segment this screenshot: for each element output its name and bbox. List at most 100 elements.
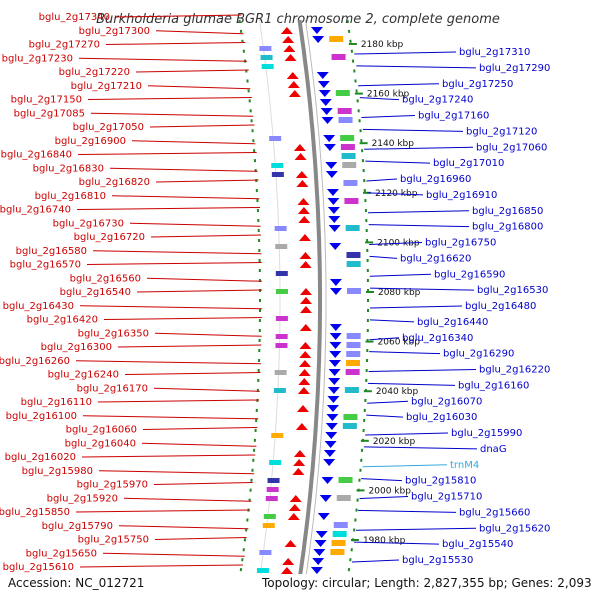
right-leader-line bbox=[369, 273, 432, 277]
reverse-gene-arrow bbox=[327, 396, 340, 403]
forward-feature-block bbox=[274, 370, 287, 375]
right-leader-line bbox=[368, 369, 477, 372]
forward-gene-arrow bbox=[294, 153, 307, 160]
left-leader-line bbox=[87, 97, 252, 100]
reverse-gene-arrow bbox=[312, 558, 325, 565]
forward-gene-arrow bbox=[297, 198, 310, 205]
forward-gene-arrow bbox=[299, 342, 312, 349]
reverse-gene-arrow bbox=[329, 351, 342, 358]
left-leader-line bbox=[82, 415, 259, 420]
left-gene-label: bglu_2g16170 bbox=[77, 383, 148, 394]
forward-gene-arrow bbox=[289, 495, 302, 502]
forward-feature-block bbox=[275, 271, 288, 276]
reverse-feature-block bbox=[329, 36, 344, 42]
right-leader-line bbox=[358, 83, 440, 87]
left-leader-line bbox=[109, 167, 258, 172]
left-leader-line bbox=[135, 69, 249, 73]
forward-feature-block bbox=[275, 316, 288, 321]
forward-feature-block bbox=[271, 172, 284, 177]
forward-gene-arrow bbox=[300, 297, 312, 304]
reverse-gene-arrow bbox=[326, 405, 339, 412]
left-leader-line bbox=[136, 289, 263, 293]
forward-feature-block bbox=[275, 244, 288, 249]
outer-dotted-ring bbox=[235, 19, 261, 600]
forward-feature-block bbox=[263, 514, 276, 519]
left-leader-line bbox=[155, 179, 259, 183]
forward-gene-arrow bbox=[287, 513, 300, 520]
feature-tracks bbox=[256, 27, 361, 574]
forward-feature-block bbox=[271, 163, 284, 168]
reverse-gene-arrow bbox=[310, 27, 323, 34]
forward-gene-arrow bbox=[297, 387, 310, 394]
left-gene-label: bglu_2g16350 bbox=[78, 328, 149, 339]
left-gene-label: bglu_2g16730 bbox=[53, 218, 124, 229]
reverse-gene-arrow bbox=[329, 243, 342, 250]
forward-gene-arrow bbox=[299, 324, 312, 331]
reverse-gene-arrow bbox=[321, 477, 334, 484]
right-leader-line bbox=[369, 351, 441, 355]
left-gene-label: bglu_2g17300 bbox=[79, 26, 150, 37]
scale-label: 2000 kbp bbox=[369, 486, 412, 496]
forward-gene-arrow bbox=[296, 180, 309, 187]
right-gene-label: bglu_2g16590 bbox=[434, 269, 505, 280]
reverse-feature-block bbox=[330, 549, 345, 555]
forward-feature-block bbox=[275, 334, 288, 339]
left-leader-line bbox=[97, 399, 260, 403]
reverse-feature-block bbox=[338, 477, 353, 483]
reverse-feature-block bbox=[346, 333, 361, 339]
right-leader-line bbox=[367, 192, 424, 196]
right-leader-line bbox=[354, 541, 440, 545]
right-gene-label: bglu_2g15540 bbox=[442, 539, 513, 550]
left-gene-label: bglu_2g16430 bbox=[3, 301, 74, 312]
right-leader-line bbox=[367, 400, 409, 404]
forward-gene-arrow bbox=[284, 54, 297, 61]
forward-gene-arrow bbox=[298, 378, 311, 385]
reverse-feature-block bbox=[346, 342, 361, 348]
left-gene-label: bglu_2g16420 bbox=[27, 315, 98, 326]
reverse-gene-arrow bbox=[329, 288, 342, 295]
left-leader-line bbox=[129, 222, 261, 227]
forward-gene-arrow bbox=[295, 423, 308, 430]
left-leader-line bbox=[150, 234, 262, 238]
gene-labels: bglu_2g17340 bglu_2g17300 bglu_2g17270bglu… bbox=[0, 12, 550, 573]
left-leader-line bbox=[103, 317, 262, 320]
right-gene-label: bglu_2g16850 bbox=[472, 206, 543, 217]
label-leader-lines bbox=[75, 14, 478, 568]
left-gene-label: bglu_2g15980 bbox=[22, 466, 93, 477]
left-gene-label: bglu_2g16240 bbox=[48, 370, 119, 381]
reverse-feature-block bbox=[340, 144, 355, 150]
left-gene-label: bglu_2g16540 bbox=[60, 287, 131, 298]
reverse-gene-arrow bbox=[325, 171, 338, 178]
reverse-feature-block bbox=[335, 90, 350, 96]
left-gene-label: bglu_2g16060 bbox=[66, 425, 137, 436]
reverse-gene-arrow bbox=[323, 144, 336, 151]
forward-feature-block bbox=[265, 496, 278, 501]
forward-feature-block bbox=[260, 55, 273, 60]
forward-gene-arrow bbox=[298, 360, 311, 367]
forward-gene-arrow bbox=[288, 504, 301, 511]
left-gene-label: bglu_2g17150 bbox=[11, 95, 82, 106]
right-gene-label: bglu_2g17240 bbox=[402, 95, 473, 106]
right-gene-label: bglu_2g16620 bbox=[400, 253, 471, 264]
scale-label: 2080 kbp bbox=[378, 288, 421, 298]
forward-gene-arrow bbox=[286, 72, 299, 79]
forward-feature-block bbox=[269, 136, 282, 141]
right-gene-label: bglu_2g17160 bbox=[418, 111, 489, 122]
forward-feature-block bbox=[274, 226, 287, 231]
reverse-feature-block bbox=[344, 387, 359, 393]
reverse-gene-arrow bbox=[325, 432, 338, 439]
reverse-gene-arrow bbox=[317, 81, 330, 88]
left-gene-label: bglu_2g16110 bbox=[21, 397, 92, 408]
forward-feature-block bbox=[267, 478, 280, 483]
reverse-gene-arrow bbox=[325, 162, 338, 169]
forward-gene-arrow bbox=[298, 369, 311, 376]
left-leader-line bbox=[123, 497, 252, 502]
left-gene-label: bglu_2g15790 bbox=[42, 521, 113, 532]
right-leader-line bbox=[363, 446, 478, 450]
reverse-gene-arrow bbox=[318, 90, 331, 97]
left-gene-label: bglu_2g16560 bbox=[70, 273, 141, 284]
map-rings bbox=[235, 19, 369, 600]
left-gene-label: bglu_2g15610 bbox=[3, 562, 74, 573]
reverse-feature-block bbox=[346, 351, 361, 357]
